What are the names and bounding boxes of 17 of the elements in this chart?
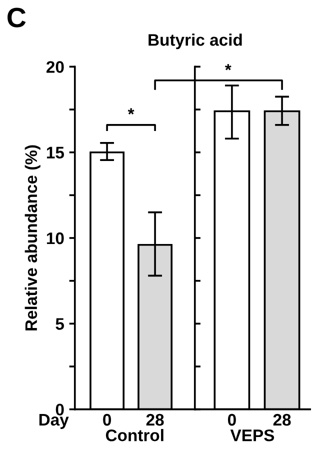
x-axis-title: VEPS xyxy=(230,429,274,442)
x-tick-label: 0 xyxy=(228,414,236,426)
text: Day xyxy=(39,414,69,429)
y-axis-title: Relative abundance (%) xyxy=(24,145,40,330)
x-tick-label: 0 xyxy=(103,414,111,426)
x-tick-label: 28 xyxy=(273,414,291,426)
y-tick-label: 10 xyxy=(46,232,64,244)
annotation: * xyxy=(224,64,232,70)
y-tick-label: 0 xyxy=(56,404,64,416)
y-tick-label: 20 xyxy=(46,61,64,73)
chart-title: Butyric acid xyxy=(148,34,242,50)
x-tick-label: 28 xyxy=(146,414,164,426)
text: C xyxy=(8,8,26,28)
y-tick-label: 5 xyxy=(56,318,64,330)
annotation: * xyxy=(128,108,134,114)
x-axis-title: Control xyxy=(106,429,164,442)
y-tick-label: 15 xyxy=(46,146,64,159)
